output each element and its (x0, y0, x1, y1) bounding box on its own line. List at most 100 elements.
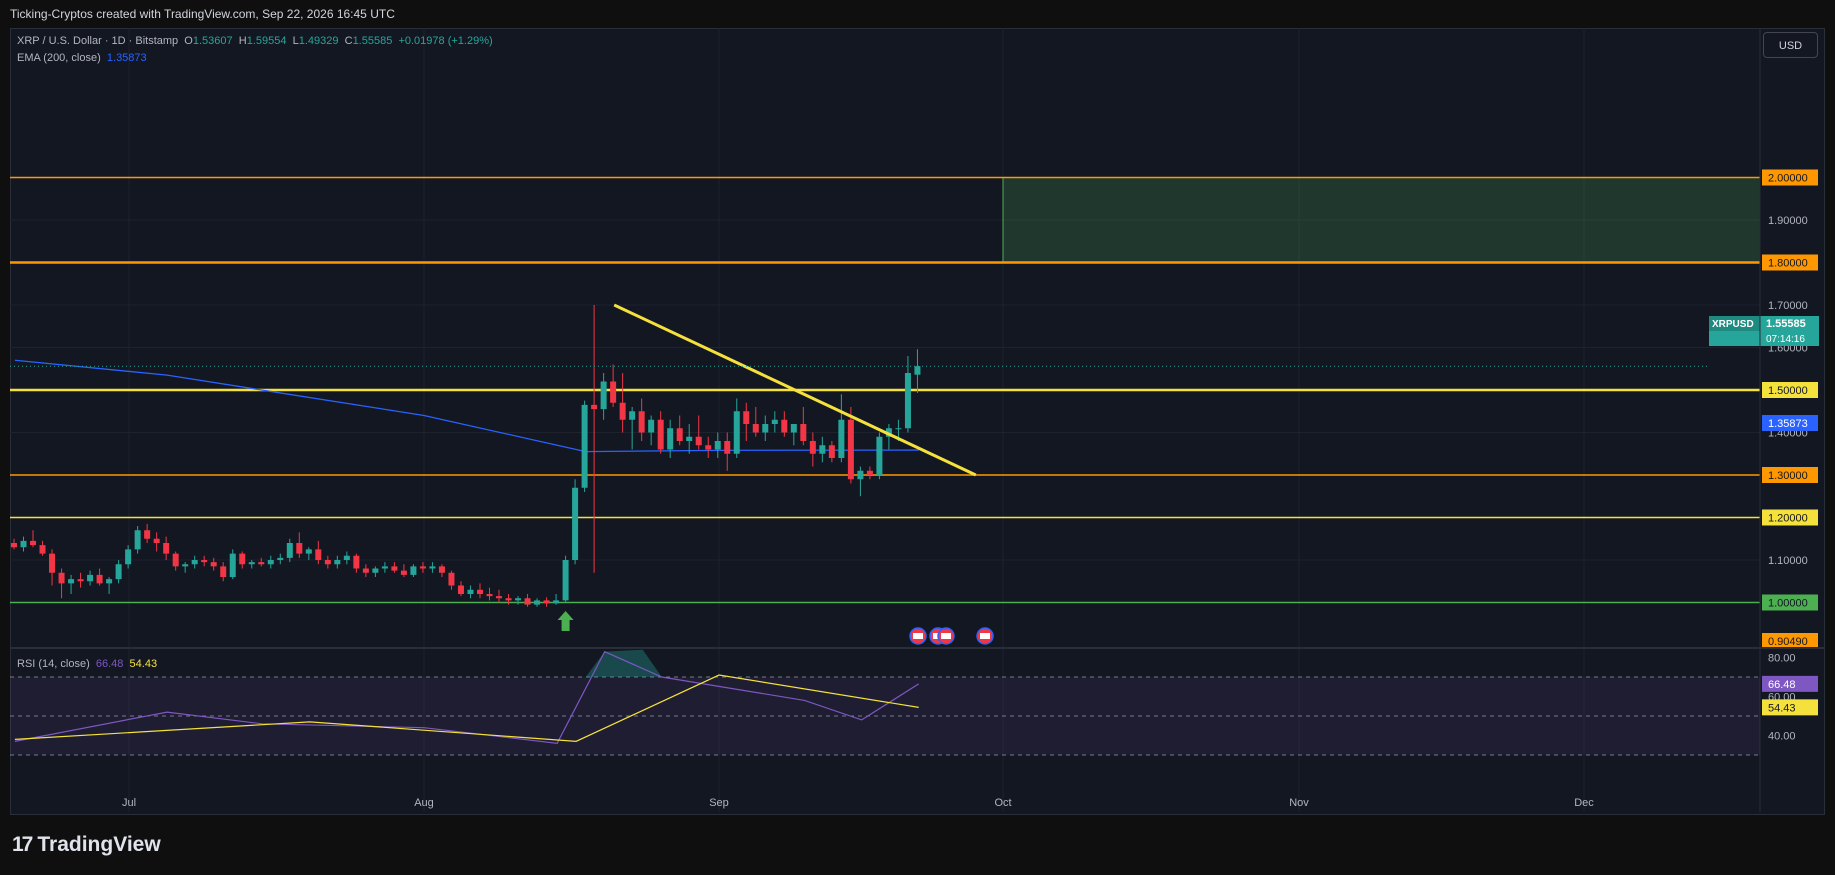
high-value: 1.59554 (246, 35, 287, 47)
rsi-axis-label: 40.00 (1768, 731, 1796, 743)
price-axis-label: 2.00000 (1768, 173, 1808, 185)
price-tag-value: 1.55585 (1766, 318, 1806, 330)
level-price-tag (1762, 467, 1818, 483)
ema-price-tag (1762, 415, 1818, 431)
target-zone (1002, 177, 1761, 263)
time-axis-label: Aug (414, 797, 434, 809)
candle-body (600, 381, 607, 410)
candle-body (106, 579, 113, 584)
candle-body (49, 553, 56, 573)
attribution-bar: Ticking-Cryptos created with TradingView… (0, 0, 1835, 28)
ema-legend[interactable]: EMA (200, close) 1.35873 (17, 52, 147, 64)
candle-body (30, 540, 37, 546)
candle-body (610, 381, 617, 403)
ema-200-line (14, 359, 919, 453)
candle-body (448, 572, 455, 586)
candle-body (705, 445, 712, 450)
candle-body (638, 411, 645, 433)
candle-body (667, 428, 674, 450)
candle-body (362, 568, 369, 573)
candle-body (11, 543, 17, 548)
candle-body (210, 562, 217, 567)
candle-body (125, 549, 132, 565)
candle-body (153, 538, 160, 543)
rsi-legend-value: 66.48 (95, 658, 124, 670)
price-axis-label: 1.80000 (1768, 258, 1808, 270)
candle-body (534, 600, 541, 605)
attribution-text: Ticking-Cryptos created with TradingView… (10, 7, 395, 21)
chart-panel[interactable] (10, 28, 1825, 815)
candle-body (144, 530, 151, 539)
candle-body (220, 566, 227, 577)
candle-body (239, 553, 246, 565)
candle-body (476, 589, 483, 594)
candle-body (58, 572, 65, 584)
candle-body (572, 487, 579, 560)
candle-body (629, 411, 636, 420)
candle-body (134, 530, 141, 550)
close-label: C (344, 35, 353, 47)
buy-signal-arrow-icon (557, 611, 574, 631)
low-label: L (292, 35, 299, 47)
time-axis-label: Nov (1289, 797, 1309, 809)
candle-body (885, 428, 892, 437)
rsi-axis-label: 80.00 (1768, 653, 1796, 665)
candle-body (581, 404, 588, 488)
price-tag-symbol: XRPUSD (1712, 319, 1754, 330)
candle-body (657, 419, 664, 450)
candle-body (771, 419, 778, 424)
candle-body (419, 566, 426, 569)
candle-body (334, 560, 341, 565)
candle-body (381, 566, 388, 569)
price-axis-label: 0.90490 (1768, 636, 1808, 648)
candle-body (400, 570, 407, 575)
high-label: H (238, 35, 247, 47)
price-axis-label: 1.70000 (1768, 300, 1808, 312)
rsi-tag-value: 66.48 (1768, 679, 1796, 691)
rsi-ma-value-tag (1762, 699, 1818, 716)
candle-body (838, 419, 845, 458)
candle-body (828, 445, 835, 458)
candle-body (524, 598, 531, 605)
candle-body (20, 540, 27, 548)
candle-body (429, 566, 436, 569)
candle-body (343, 555, 350, 560)
candle-body (87, 574, 94, 582)
candle-body (248, 562, 255, 565)
candle-body (619, 402, 626, 420)
change-value: +0.01978 (+1.29%) (398, 35, 493, 47)
candle-body (752, 424, 759, 433)
currency-button[interactable]: USD (1763, 32, 1818, 58)
candle-body (410, 566, 417, 575)
candle-body (895, 428, 902, 430)
candle-body (762, 424, 769, 433)
candle-body (457, 585, 464, 594)
candle-body (163, 543, 170, 554)
rsi-overbought-fill (585, 649, 662, 677)
open-value: 1.53607 (192, 35, 233, 47)
candle-body (201, 560, 208, 563)
level-price-tag (1762, 633, 1818, 649)
price-axis-label: 1.20000 (1768, 513, 1808, 525)
rsi-legend[interactable]: RSI (14, close) 66.48 54.43 (17, 658, 157, 670)
candle-body (904, 373, 911, 429)
candle-body (438, 566, 445, 573)
candle-body (486, 594, 493, 597)
tradingview-logo[interactable]: 17 TradingView (12, 833, 161, 857)
close-value: 1.55585 (352, 35, 393, 47)
tradingview-brand: TradingView (37, 833, 161, 856)
candle-body (714, 441, 721, 450)
ema-label: EMA (200, close) (17, 52, 101, 64)
candle-body (372, 568, 379, 573)
price-axis-label: 1.00000 (1768, 598, 1808, 610)
tradingview-logo-mark: 17 (12, 833, 33, 856)
ema-value: 1.35873 (106, 52, 147, 64)
candle-body (733, 411, 740, 454)
candle-body (781, 419, 788, 433)
time-axis-label: Dec (1574, 797, 1594, 809)
level-price-tag (1762, 169, 1818, 186)
candle-body (591, 404, 598, 410)
candle-body (267, 560, 274, 565)
candle-body (296, 543, 303, 554)
